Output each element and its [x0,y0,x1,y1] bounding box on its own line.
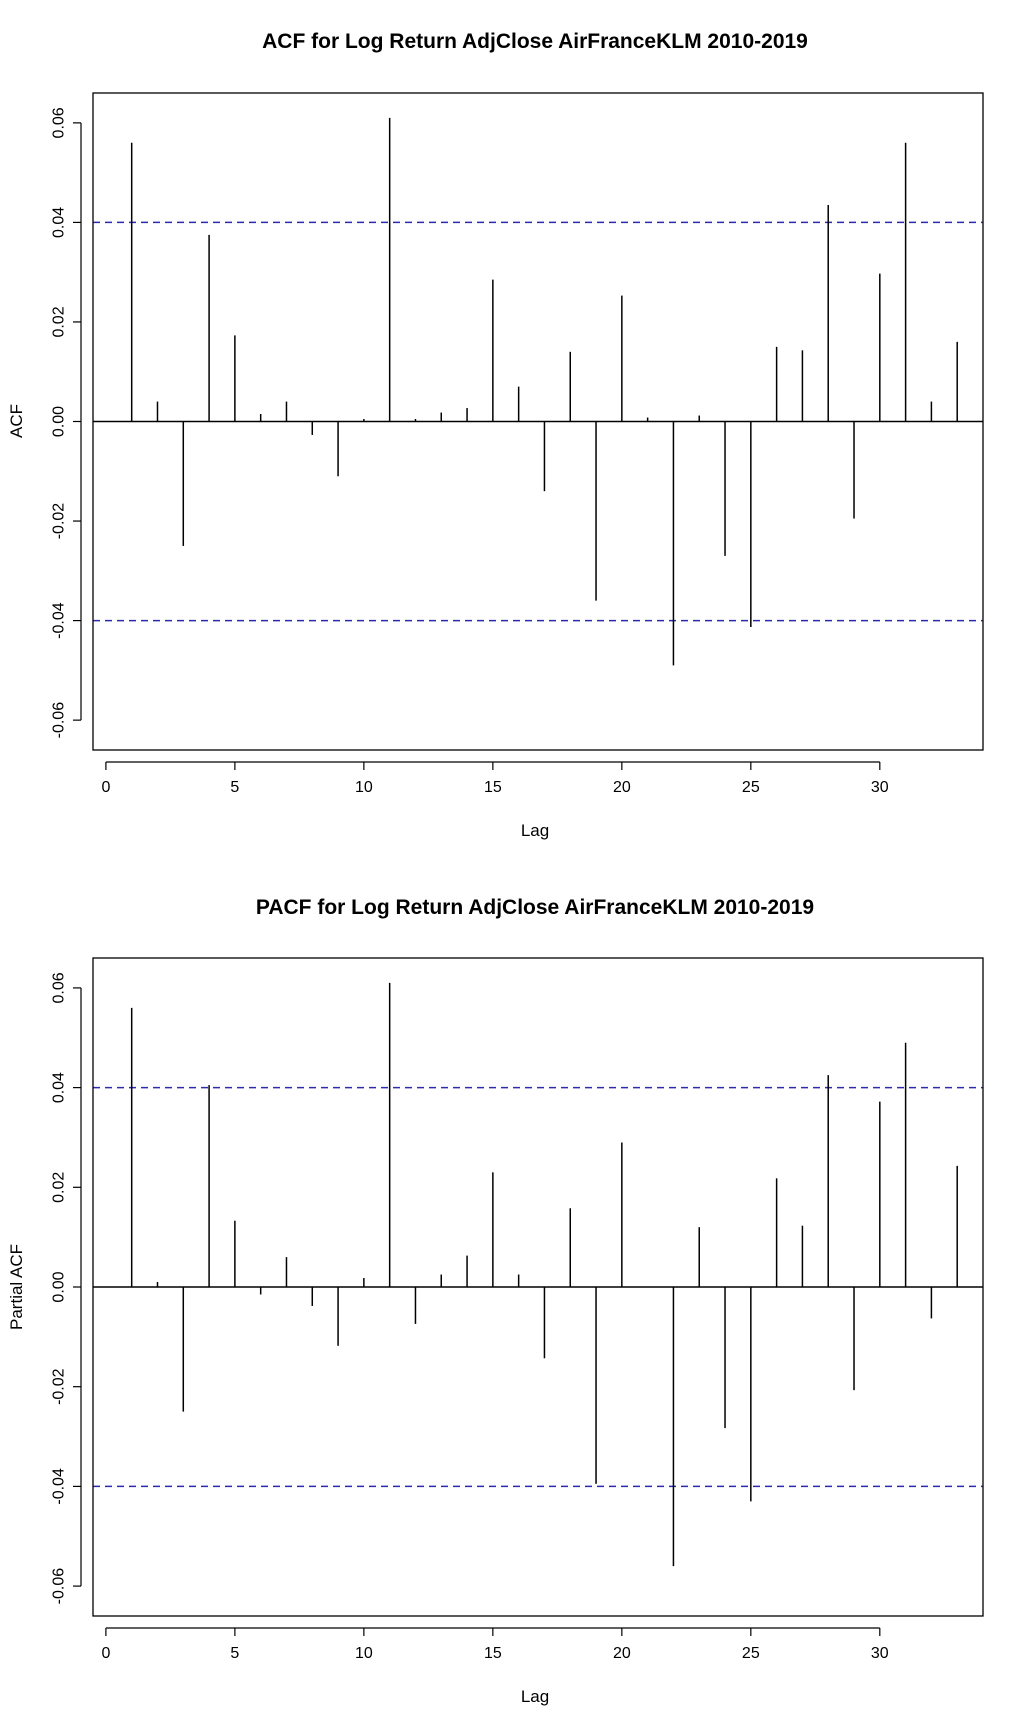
acf-axes-layer: 0 5 10 15 20 25 30 -0.06 -0.04 -0.02 0.00 0.02 0.04 0… [51,92,984,796]
acf-chart-title: ACF for Log Return AdjClose AirFranceKLM… [262,30,808,53]
acf-x-tick-label: 30 [871,779,889,796]
pacf-y-tick-label: 0.00 [51,1271,68,1302]
acf-y-tick-label: -0.04 [51,602,68,639]
pacf-x-tick-label: 15 [484,1645,502,1662]
acf-y-tick-label: -0.06 [51,702,68,739]
pacf-y-tick-label: 0.06 [51,972,68,1003]
pacf-x-axis-label: Lag [521,1687,549,1706]
pacf-plot-frame [92,957,984,1617]
pacf-chart-title: PACF for Log Return AdjClose AirFranceKL… [256,896,814,919]
acf-panel: ACF for Log Return AdjClose AirFranceKLM… [7,30,984,840]
pacf-x-tick-label: 25 [742,1645,760,1662]
acf-y-axis-label: ACF [7,404,26,438]
pacf-x-tick-label: 30 [871,1645,889,1662]
acf-confidence-layer [93,221,983,622]
pacf-spikes-layer [130,982,958,1567]
acf-y-tick-label: 0.02 [51,306,68,337]
pacf-y-tick-label: -0.04 [51,1468,68,1505]
pacf-x-tick-label: 10 [355,1645,373,1662]
acf-spikes-layer [130,117,958,666]
pacf-y-axis-label: Partial ACF [7,1244,26,1330]
acf-y-tick-label: 0.04 [51,207,68,238]
acf-x-axis-label: Lag [521,821,549,840]
pacf-x-tick-label: 0 [101,1645,110,1662]
pacf-x-tick-label: 20 [613,1645,631,1662]
acf-x-tick-label: 0 [101,779,110,796]
acf-y-tick-label: 0.00 [51,406,68,437]
acf-x-tick-label: 15 [484,779,502,796]
pacf-x-tick-label: 5 [230,1645,239,1662]
pacf-y-tick-label: 0.02 [51,1172,68,1203]
pacf-axes-layer: 0 5 10 15 20 25 30 -0.06 -0.04 -0.02 0.00 0.02 0.04 0… [51,957,984,1662]
pacf-y-tick-label: 0.04 [51,1072,68,1103]
acf-y-tick-label: -0.02 [51,503,68,540]
pacf-confidence-layer [93,1086,983,1488]
acf-y-tick-label: 0.06 [51,107,68,138]
acf-x-tick-label: 10 [355,779,373,796]
acf-x-tick-label: 5 [230,779,239,796]
acf-x-tick-label: 25 [742,779,760,796]
pacf-y-tick-label: -0.02 [51,1368,68,1405]
pacf-panel: PACF for Log Return AdjClose AirFranceKL… [7,896,984,1706]
acf-x-tick-label: 20 [613,779,631,796]
pacf-y-tick-label: -0.06 [51,1568,68,1605]
acf-plot-frame [92,92,984,751]
